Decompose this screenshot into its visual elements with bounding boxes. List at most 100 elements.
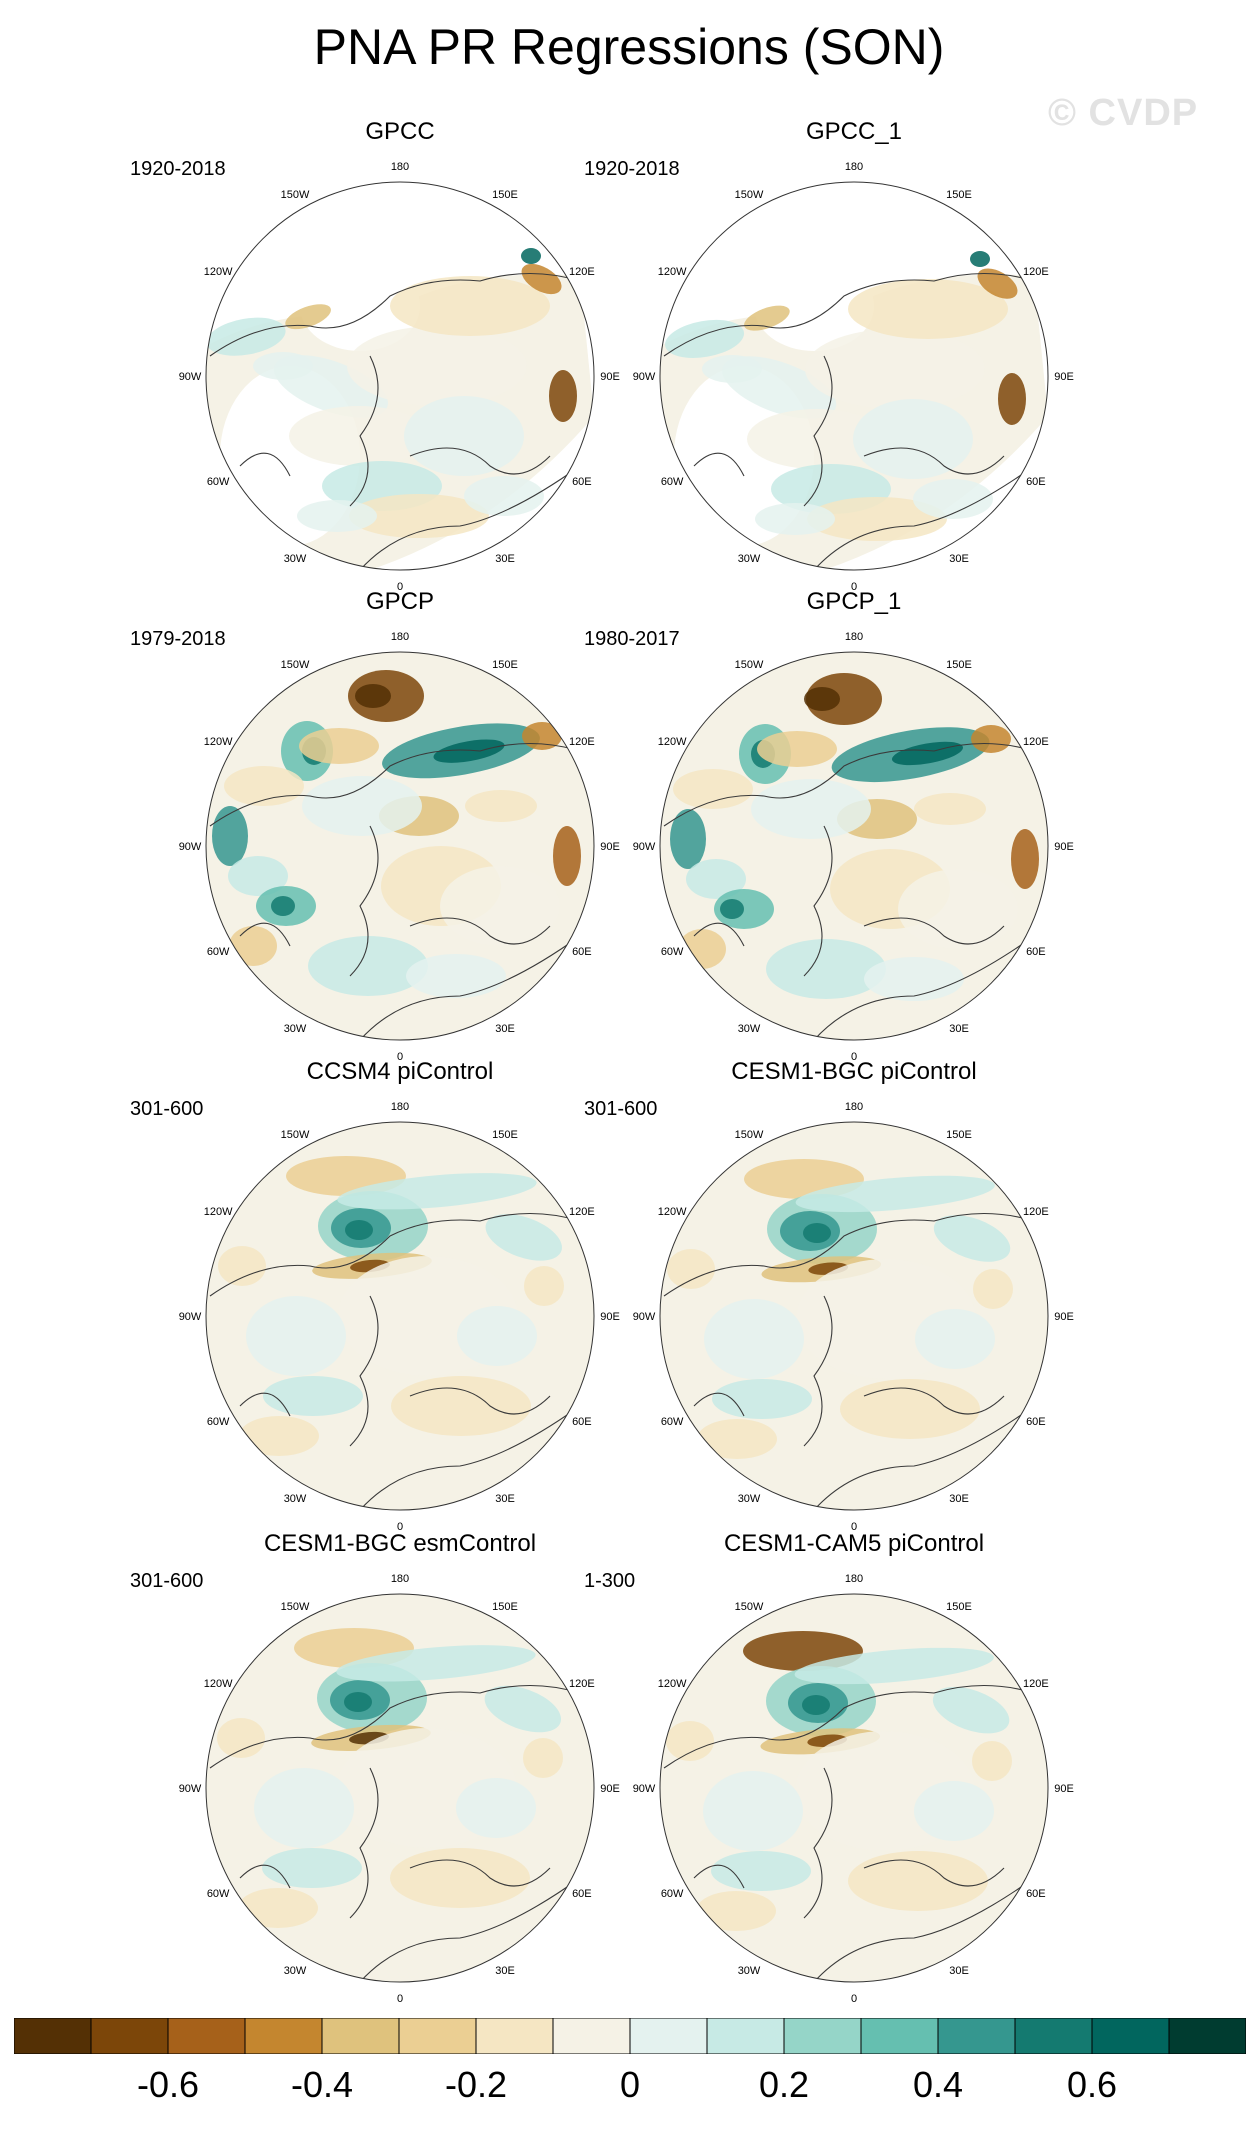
longitude-label: 150W (735, 189, 764, 201)
anomaly-region (228, 856, 288, 896)
longitude-label: 150W (735, 1601, 764, 1613)
anomaly-region (521, 248, 541, 264)
colorbar-swatch (937, 2018, 1016, 2054)
panel-period: 301-600 (130, 1098, 204, 1120)
anomaly-region (665, 319, 745, 358)
anomaly-region (390, 1848, 530, 1908)
coastline (663, 1685, 1035, 1982)
colorbar-swatch (783, 2018, 862, 2054)
longitude-label: 180 (845, 631, 863, 643)
panel-period: 301-600 (584, 1098, 658, 1120)
anomaly-region (704, 1299, 804, 1379)
panel-gpcc: GPCC 1920-2018 180 150E 120E 90E 60E 30E 0 30W 6… (130, 118, 670, 593)
colorbar-swatch (475, 2018, 554, 2054)
anomaly-region (238, 1888, 318, 1928)
longitude-label: 60W (661, 1888, 684, 1900)
longitude-label: 120E (1023, 736, 1049, 748)
colorbar-tick-label: 0 (619, 2064, 641, 2105)
anomaly-region (998, 373, 1026, 425)
anomaly-region (933, 1215, 1011, 1262)
longitude-label: 120E (1023, 266, 1049, 278)
anomaly-region (299, 728, 379, 764)
longitude-label: 180 (845, 161, 863, 173)
anomaly-region (711, 1851, 811, 1891)
longitude-label: 0 (397, 1051, 403, 1063)
anomaly-region (757, 731, 837, 767)
longitude-label: 60W (661, 946, 684, 958)
longitude-label: 180 (391, 1573, 409, 1585)
longitude-label: 30W (738, 1493, 761, 1505)
polar-map: 180 150E 120E 90E 60E 30E 0 30W 60W 90W 120W 150W (633, 631, 1074, 1063)
anomaly-region (803, 1223, 831, 1243)
anomaly-region (553, 826, 581, 886)
panel-period: 1920-2018 (584, 158, 680, 180)
longitude-label: 180 (845, 1101, 863, 1113)
longitude-label: 30W (738, 1023, 761, 1035)
anomaly-region (914, 793, 986, 825)
longitude-label: 150W (281, 1601, 310, 1613)
panel-title: GPCP_1 (806, 588, 902, 615)
anomaly-region (302, 776, 422, 836)
coastline (209, 1213, 581, 1510)
anomaly-region (406, 954, 506, 998)
longitude-label: 60E (572, 476, 592, 488)
longitude-label: 0 (851, 1993, 857, 2005)
longitude-label: 150E (946, 659, 972, 671)
cvdp-watermark: © CVDP (1048, 92, 1199, 134)
anomaly-region (794, 1647, 994, 1685)
longitude-label: 30E (495, 1023, 515, 1035)
colorbar-swatch (1014, 2018, 1093, 2054)
anomaly-region (345, 1220, 373, 1240)
longitude-label: 30E (949, 1493, 969, 1505)
longitude-label: 60W (661, 476, 684, 488)
longitude-label: 90W (179, 1311, 202, 1323)
longitude-label: 150E (946, 1601, 972, 1613)
longitude-label: 150E (492, 1601, 518, 1613)
map-boundary (659, 181, 1049, 571)
longitude-label: 60E (572, 946, 592, 958)
arctic-gap (754, 261, 874, 351)
coastline (663, 743, 1035, 1040)
anomaly-region (521, 263, 562, 295)
longitude-label: 0 (397, 1993, 403, 2005)
longitude-label: 120E (569, 736, 595, 748)
anomaly-region (807, 497, 947, 541)
longitude-label: 30W (284, 1965, 307, 1977)
anomaly-region (212, 806, 248, 866)
longitude-label: 90W (633, 1311, 656, 1323)
colorbar-tick-label: 0.6 (1066, 2064, 1118, 2105)
panel-gpcp: GPCP 1979-2018 180 150E 120E 90E 60E 30E 0 30W 6… (130, 588, 670, 1063)
panel-period: 1-300 (584, 1570, 636, 1592)
longitude-label: 120W (204, 1678, 233, 1690)
anomaly-region (804, 687, 840, 711)
longitude-label: 90E (600, 841, 620, 853)
longitude-label: 150W (735, 659, 764, 671)
colorbar-swatch (244, 2018, 323, 2054)
anomaly-region (440, 866, 560, 946)
longitude-label: 30E (949, 553, 969, 565)
colorbar-swatch (629, 2018, 708, 2054)
panel-cesm1-bgc-picontrol: CESM1-BGC piControl 301-600 180 150E 120E 9… (584, 1058, 1124, 1533)
anomaly-region (297, 500, 377, 532)
anomaly-region (805, 329, 985, 409)
longitude-label: 90W (179, 841, 202, 853)
panel-cesm1-cam5-picontrol: CESM1-CAM5 piControl 1-300 180 150E 120E 90… (584, 1530, 1124, 2005)
anomaly-region (972, 1741, 1012, 1781)
longitude-label: 60E (1026, 476, 1046, 488)
anomaly-region (766, 939, 886, 999)
anomaly-region (744, 305, 790, 331)
longitude-label: 120W (204, 1206, 233, 1218)
longitude-label: 30W (284, 553, 307, 565)
longitude-label: 120W (658, 266, 687, 278)
longitude-label: 150E (492, 189, 518, 201)
longitude-label: 120W (658, 1206, 687, 1218)
anomaly-region (404, 396, 524, 476)
anomaly-region (722, 356, 837, 419)
polar-map: 180 150E 120E 90E 60E 30E 0 30W 60W 90W 120W 150W (633, 1573, 1074, 2005)
coastline (663, 1213, 1035, 1510)
anomaly-region (751, 779, 871, 839)
longitude-label: 90E (1054, 371, 1074, 383)
longitude-label: 90W (633, 841, 656, 853)
anomaly-region (217, 1718, 265, 1758)
anomaly-region (915, 1309, 995, 1369)
